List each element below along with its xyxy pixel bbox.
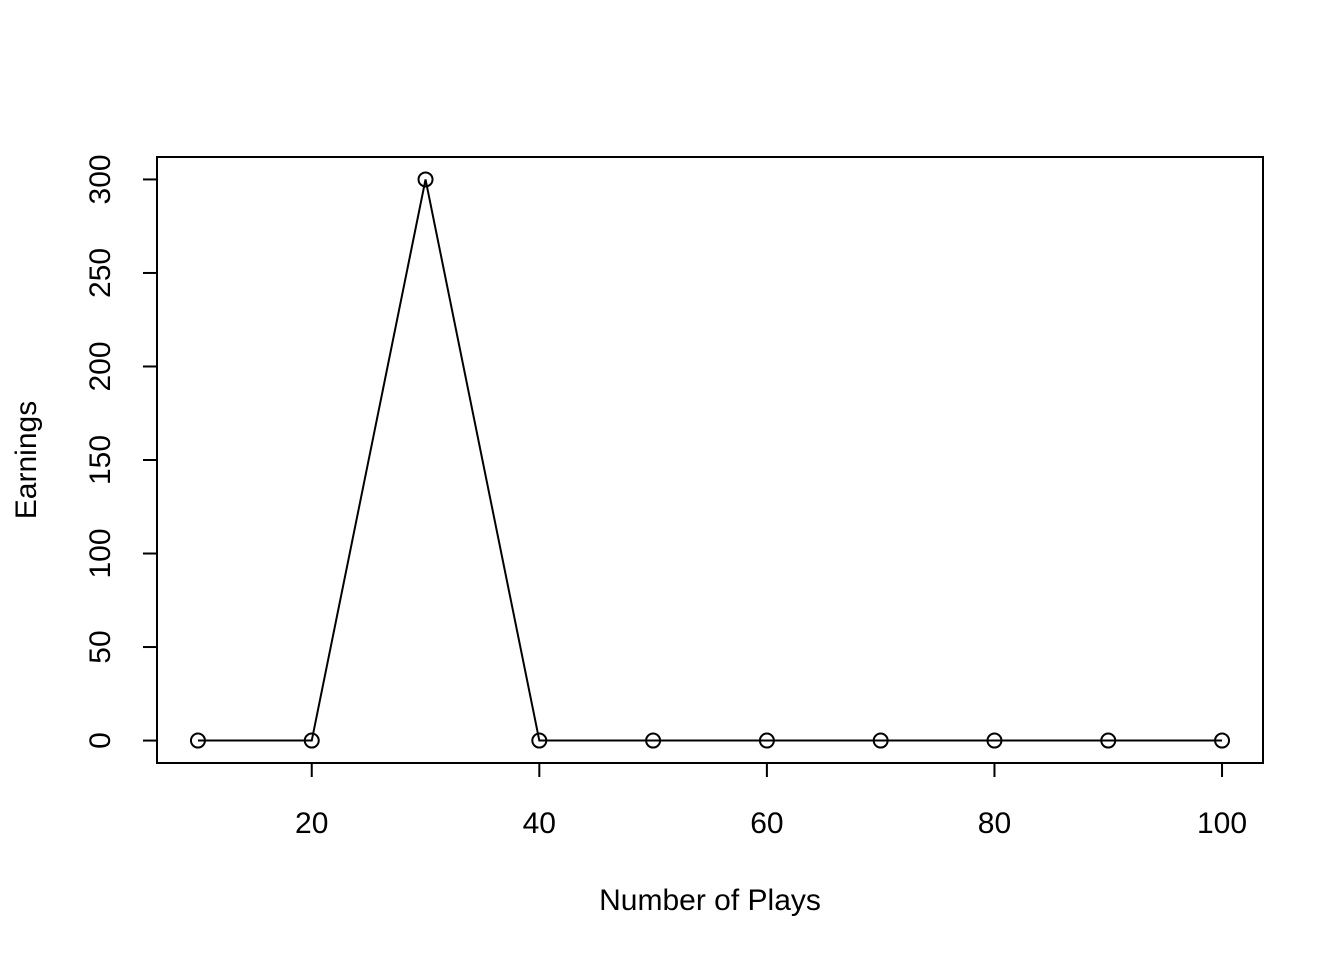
x-axis: 20 40 60 80 100 [295,762,1247,840]
x-tick-label: 20 [295,807,328,840]
data-point [986,732,1003,749]
data-point [303,732,320,749]
x-axis-title: Number of Plays [599,884,821,917]
data-point [1100,732,1117,749]
series-layer [189,171,1231,749]
plot-border [156,156,1264,764]
data-point [758,732,775,749]
y-tick-label: 100 [84,528,117,578]
x-tick-label: 60 [750,807,783,840]
y-tick-label: 150 [84,435,117,485]
x-tick-label: 80 [978,807,1011,840]
data-point [645,732,662,749]
data-point [872,732,889,749]
y-axis: 0 50 100 150 200 250 300 [84,154,158,749]
series-line [197,179,1223,742]
x-tick-label: 40 [523,807,556,840]
x-tick-label: 100 [1197,807,1247,840]
data-point [1214,732,1231,749]
y-tick-label: 250 [84,248,117,298]
y-tick-label: 300 [84,154,117,204]
y-tick-label: 200 [84,341,117,391]
y-tick-label: 0 [84,732,117,749]
data-point [189,732,206,749]
y-tick-label: 50 [84,630,117,663]
data-point [417,171,434,188]
y-axis-title: Earnings [10,401,43,519]
data-point [531,732,548,749]
